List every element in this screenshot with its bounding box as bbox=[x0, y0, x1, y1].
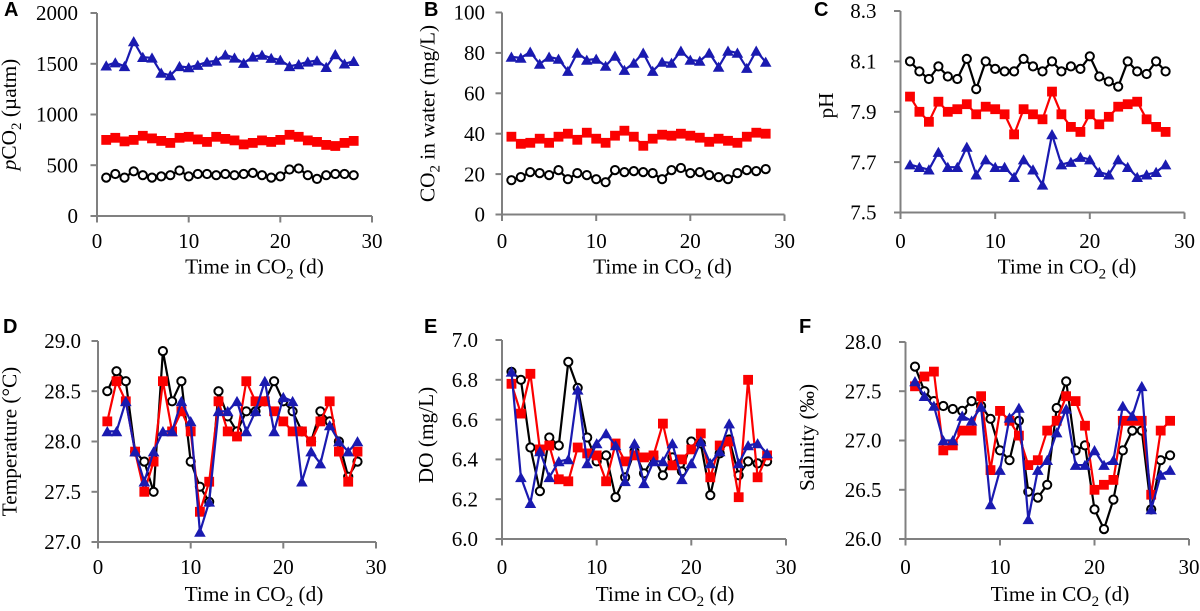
svg-text:27.5: 27.5 bbox=[845, 379, 882, 403]
svg-text:Time in CO2 (d): Time in CO2 (d) bbox=[593, 255, 732, 283]
svg-text:60: 60 bbox=[464, 82, 485, 106]
svg-text:10: 10 bbox=[586, 555, 607, 579]
svg-text:20: 20 bbox=[1084, 555, 1105, 579]
svg-text:80: 80 bbox=[464, 41, 485, 65]
svg-text:30: 30 bbox=[366, 555, 387, 579]
svg-text:30: 30 bbox=[776, 555, 797, 579]
svg-text:0: 0 bbox=[475, 203, 486, 227]
svg-text:Time in CO2 (d): Time in CO2 (d) bbox=[596, 582, 735, 610]
svg-text:DO (mg/L): DO (mg/L) bbox=[414, 387, 438, 483]
svg-text:28.0: 28.0 bbox=[845, 330, 882, 354]
svg-text:0: 0 bbox=[895, 229, 906, 253]
svg-text:8.3: 8.3 bbox=[850, 0, 876, 23]
svg-text:26.5: 26.5 bbox=[845, 478, 882, 502]
svg-text:Time in CO2 (d): Time in CO2 (d) bbox=[185, 582, 324, 610]
svg-text:0: 0 bbox=[92, 229, 103, 253]
svg-text:27.5: 27.5 bbox=[44, 480, 81, 504]
svg-text:30: 30 bbox=[1179, 555, 1200, 579]
svg-text:10: 10 bbox=[180, 555, 201, 579]
svg-text:Temperature (°C): Temperature (°C) bbox=[0, 367, 22, 517]
svg-text:500: 500 bbox=[47, 153, 79, 177]
svg-text:C: C bbox=[814, 0, 828, 21]
svg-text:30: 30 bbox=[1174, 229, 1195, 253]
svg-text:Time in CO2 (d): Time in CO2 (d) bbox=[991, 582, 1130, 610]
svg-text:10: 10 bbox=[990, 555, 1011, 579]
svg-text:20: 20 bbox=[681, 555, 702, 579]
svg-text:20: 20 bbox=[680, 229, 701, 253]
svg-text:CO2 in water (mg/L): CO2 in water (mg/L) bbox=[416, 25, 444, 202]
svg-text:7.0: 7.0 bbox=[452, 328, 478, 352]
svg-text:6.6: 6.6 bbox=[452, 408, 478, 432]
svg-text:20: 20 bbox=[270, 229, 291, 253]
svg-text:B: B bbox=[424, 0, 438, 21]
svg-text:27.0: 27.0 bbox=[845, 429, 882, 453]
svg-text:0: 0 bbox=[93, 555, 104, 579]
svg-text:0: 0 bbox=[900, 555, 911, 579]
svg-text:0: 0 bbox=[497, 555, 508, 579]
svg-text:100: 100 bbox=[454, 1, 486, 25]
svg-text:E: E bbox=[424, 316, 437, 338]
svg-text:A: A bbox=[4, 0, 18, 21]
svg-text:1500: 1500 bbox=[36, 52, 78, 76]
svg-text:28.0: 28.0 bbox=[44, 430, 81, 454]
svg-text:6.0: 6.0 bbox=[452, 527, 478, 551]
svg-text:D: D bbox=[3, 316, 17, 338]
svg-text:7.9: 7.9 bbox=[850, 100, 876, 124]
svg-text:Salinity (‰): Salinity (‰) bbox=[795, 384, 819, 491]
svg-text:2000: 2000 bbox=[36, 1, 78, 25]
svg-text:20: 20 bbox=[273, 555, 294, 579]
svg-text:F: F bbox=[799, 316, 811, 338]
svg-text:30: 30 bbox=[774, 229, 795, 253]
svg-text:40: 40 bbox=[464, 122, 485, 146]
svg-text:29.0: 29.0 bbox=[44, 329, 81, 353]
svg-text:7.7: 7.7 bbox=[850, 150, 876, 174]
svg-text:20: 20 bbox=[1079, 229, 1100, 253]
svg-text:7.5: 7.5 bbox=[850, 201, 876, 225]
svg-text:30: 30 bbox=[362, 229, 383, 253]
svg-text:8.1: 8.1 bbox=[850, 50, 876, 74]
svg-text:27.0: 27.0 bbox=[44, 530, 81, 554]
svg-text:10: 10 bbox=[586, 229, 607, 253]
svg-text:28.5: 28.5 bbox=[44, 379, 81, 403]
svg-text:10: 10 bbox=[178, 229, 199, 253]
svg-text:pCO2 (µatm): pCO2 (µatm) bbox=[0, 59, 25, 172]
svg-text:1000: 1000 bbox=[36, 103, 78, 127]
svg-text:6.4: 6.4 bbox=[452, 448, 479, 472]
svg-text:6.2: 6.2 bbox=[452, 487, 478, 511]
svg-text:6.8: 6.8 bbox=[452, 368, 478, 392]
svg-text:pH: pH bbox=[814, 92, 838, 118]
svg-text:20: 20 bbox=[464, 162, 485, 186]
svg-text:Time in CO2 (d): Time in CO2 (d) bbox=[998, 255, 1137, 283]
svg-text:Time in CO2 (d): Time in CO2 (d) bbox=[185, 255, 324, 283]
svg-text:10: 10 bbox=[985, 229, 1006, 253]
svg-text:0: 0 bbox=[68, 204, 79, 228]
svg-text:26.0: 26.0 bbox=[845, 527, 882, 551]
svg-text:0: 0 bbox=[497, 229, 508, 253]
